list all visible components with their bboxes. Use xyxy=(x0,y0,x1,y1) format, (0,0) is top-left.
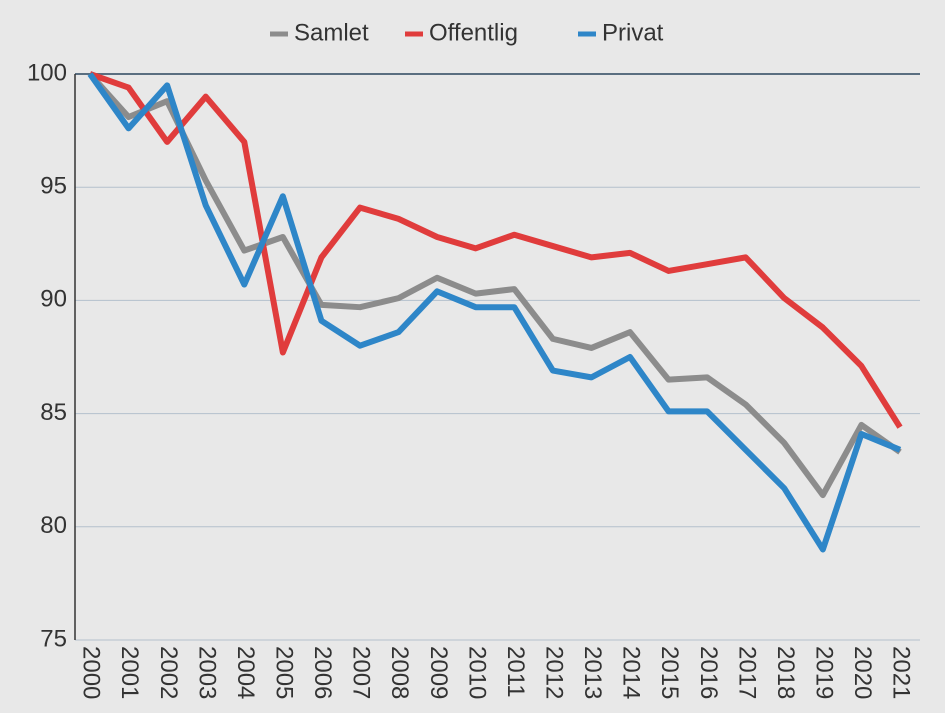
series-line xyxy=(89,71,903,429)
x-tick-label: 2013 xyxy=(579,646,606,699)
x-tick-label: 2020 xyxy=(849,646,876,699)
x-tick-label: 2001 xyxy=(116,646,143,699)
legend-label: Samlet xyxy=(294,19,369,46)
series-line xyxy=(87,72,902,553)
y-tick-label: 90 xyxy=(40,286,67,313)
x-tick-label: 2015 xyxy=(656,646,683,699)
y-tick-label: 80 xyxy=(40,512,67,539)
x-tick-label: 2018 xyxy=(772,646,799,699)
x-tick-label: 2021 xyxy=(888,646,915,699)
series-line xyxy=(87,71,902,499)
x-tick-label: 2005 xyxy=(271,646,298,699)
x-tick-label: 2011 xyxy=(502,646,529,698)
legend-label: Offentlig xyxy=(429,19,518,46)
x-tick-label: 2009 xyxy=(425,646,452,699)
y-tick-label: 95 xyxy=(40,173,67,200)
x-tick-label: 2014 xyxy=(618,646,645,699)
x-tick-label: 2012 xyxy=(541,646,568,699)
x-tick-label: 2007 xyxy=(348,646,375,699)
x-tick-label: 2010 xyxy=(463,646,490,699)
x-tick-label: 2008 xyxy=(386,646,413,699)
x-tick-label: 2016 xyxy=(695,646,722,699)
x-tick-label: 2004 xyxy=(232,646,259,699)
x-tick-label: 2002 xyxy=(155,646,182,699)
y-tick-label: 85 xyxy=(40,399,67,426)
x-tick-label: 2019 xyxy=(811,646,838,699)
legend-label: Privat xyxy=(602,19,664,46)
y-tick-label: 75 xyxy=(40,625,67,652)
x-tick-label: 2006 xyxy=(309,646,336,699)
y-tick-label: 100 xyxy=(27,59,67,86)
x-tick-label: 2003 xyxy=(193,646,220,699)
x-tick-label: 2000 xyxy=(78,646,105,699)
x-tick-label: 2017 xyxy=(733,646,760,699)
